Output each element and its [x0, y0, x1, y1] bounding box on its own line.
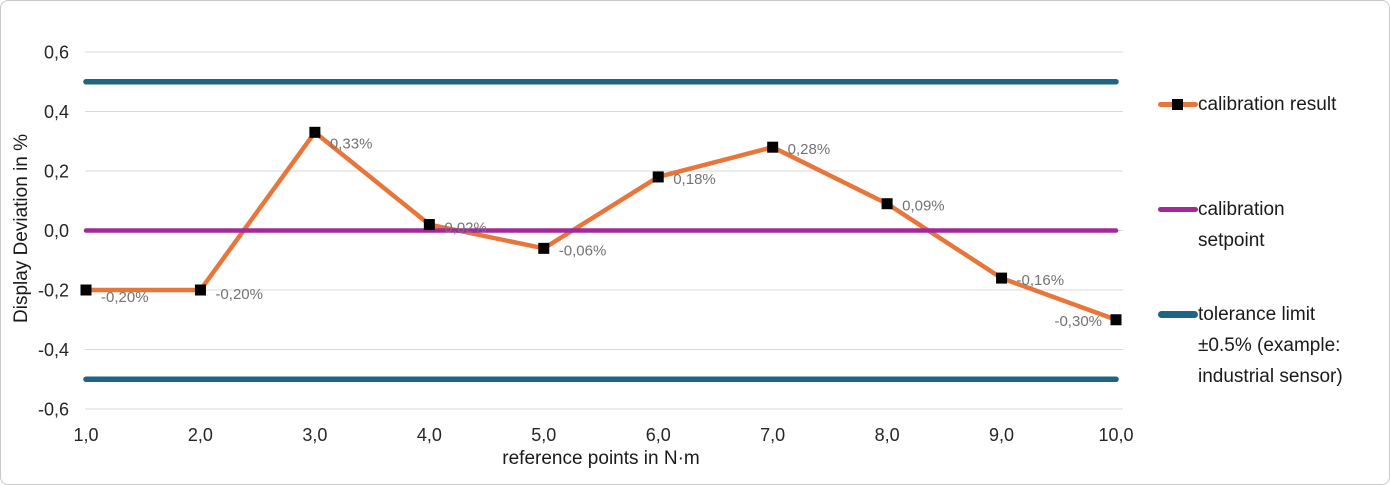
- y-axis-tick-label: 0,2: [44, 162, 69, 182]
- x-axis-title: reference points in N·m: [502, 448, 700, 469]
- legend-marker-square: [1172, 99, 1183, 110]
- x-axis-tick-label: 8,0: [875, 425, 900, 445]
- legend-line: [1158, 311, 1198, 318]
- x-axis-tick-label: 7,0: [760, 425, 785, 445]
- legend-item: calibration setpoint: [1158, 194, 1313, 256]
- data-point-marker: [1110, 314, 1122, 326]
- data-point-label: -0,20%: [215, 286, 263, 303]
- legend: calibration result calibration setpoint to…: [1158, 1, 1389, 484]
- data-point-marker: [767, 141, 779, 153]
- x-axis-tick-label: 2,0: [188, 425, 213, 445]
- y-axis-tick-label: 0,0: [44, 221, 69, 241]
- legend-line-swatch: [1158, 194, 1198, 225]
- data-point-label: 0,02%: [444, 220, 487, 237]
- x-axis-tick-label: 6,0: [646, 425, 671, 445]
- data-point-marker: [652, 171, 664, 183]
- data-point-marker: [80, 284, 92, 296]
- data-point-marker: [423, 219, 435, 231]
- data-point-marker: [996, 272, 1008, 284]
- y-axis-tick-label: -0,4: [38, 340, 69, 360]
- legend-line-swatch: [1158, 299, 1198, 330]
- data-point-marker: [309, 126, 321, 138]
- legend-item-label: calibration result: [1198, 94, 1337, 115]
- x-axis-tick-label: 5,0: [531, 425, 556, 445]
- y-axis-tick-label: -0,2: [38, 281, 69, 301]
- data-point-label: 0,28%: [788, 141, 831, 158]
- y-axis-title: Display Deviation in %: [11, 133, 32, 324]
- x-axis-tick-label: 4,0: [417, 425, 442, 445]
- data-point-label: -0,16%: [1017, 272, 1065, 289]
- y-axis-tick-label: 0,6: [44, 43, 69, 63]
- x-axis-tick-label: 1,0: [73, 425, 98, 445]
- data-point-label: -0,30%: [1054, 313, 1102, 330]
- data-point-label: -0,20%: [101, 289, 149, 306]
- y-axis-tick-label: 0,4: [44, 102, 69, 122]
- data-point-marker: [194, 284, 206, 296]
- legend-item: tolerance limit ±0.5% (example: industri…: [1158, 299, 1360, 392]
- data-point-label: 0,33%: [330, 135, 373, 152]
- x-axis-tick-label: 3,0: [302, 425, 327, 445]
- data-point-marker: [538, 242, 550, 254]
- legend-line-swatch: [1158, 89, 1198, 120]
- calibration-result-line: [83, 130, 1119, 322]
- y-axis-tick-label: -0,6: [38, 400, 69, 420]
- legend-line: [1158, 207, 1198, 212]
- data-point-label: -0,06%: [559, 242, 607, 259]
- data-point-marker: [881, 198, 893, 210]
- legend-item: calibration result: [1158, 89, 1383, 120]
- legend-item-label: calibration setpoint: [1198, 199, 1285, 251]
- legend-item-label: tolerance limit ±0.5% (example: industri…: [1198, 304, 1343, 387]
- data-point-label: 0,09%: [902, 198, 945, 215]
- x-axis-tick-label: 9,0: [989, 425, 1014, 445]
- data-point-label: 0,18%: [673, 171, 716, 188]
- x-axis-tick-label: 10,0: [1098, 425, 1133, 445]
